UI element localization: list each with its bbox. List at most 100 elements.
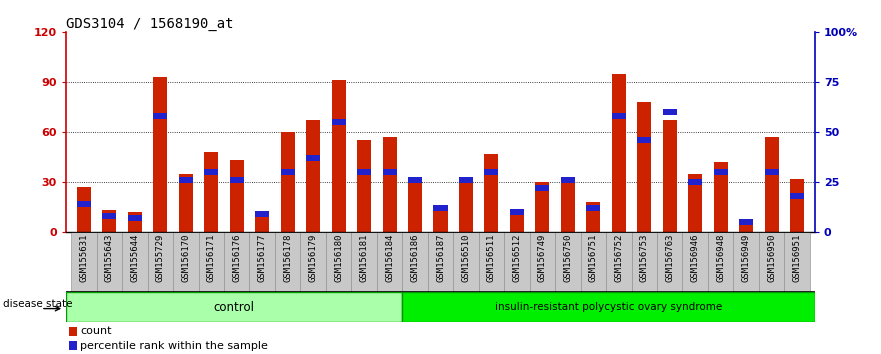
Bar bbox=[326, 232, 352, 292]
Bar bbox=[70, 341, 77, 350]
Bar bbox=[255, 212, 270, 232]
Text: GSM156753: GSM156753 bbox=[640, 234, 648, 282]
Bar bbox=[529, 232, 555, 292]
Bar bbox=[128, 212, 142, 232]
Text: GSM155644: GSM155644 bbox=[130, 234, 139, 282]
Bar bbox=[331, 119, 345, 125]
Text: GSM155643: GSM155643 bbox=[105, 234, 114, 282]
Bar bbox=[281, 169, 294, 175]
Bar bbox=[153, 113, 167, 119]
Text: GSM156176: GSM156176 bbox=[233, 234, 241, 282]
Bar bbox=[306, 120, 320, 232]
Text: GSM156181: GSM156181 bbox=[359, 234, 368, 282]
Bar bbox=[790, 193, 804, 199]
Bar bbox=[275, 232, 300, 292]
Bar bbox=[765, 169, 779, 175]
Bar bbox=[382, 169, 396, 175]
Bar bbox=[281, 132, 294, 232]
Bar bbox=[510, 210, 524, 232]
Text: GSM156948: GSM156948 bbox=[716, 234, 725, 282]
Bar bbox=[765, 137, 779, 232]
Bar bbox=[733, 232, 759, 292]
Bar bbox=[581, 232, 606, 292]
Text: GSM155631: GSM155631 bbox=[79, 234, 88, 282]
Text: percentile rank within the sample: percentile rank within the sample bbox=[80, 341, 268, 351]
Text: GSM156510: GSM156510 bbox=[462, 234, 470, 282]
Bar bbox=[331, 80, 345, 232]
Bar bbox=[128, 215, 142, 221]
Bar bbox=[153, 77, 167, 232]
Bar bbox=[179, 173, 193, 232]
Bar bbox=[714, 162, 728, 232]
Bar bbox=[77, 187, 91, 232]
Text: GSM155729: GSM155729 bbox=[156, 234, 165, 282]
Bar bbox=[555, 232, 581, 292]
Text: GSM156751: GSM156751 bbox=[589, 234, 598, 282]
Bar bbox=[70, 327, 77, 336]
Bar bbox=[173, 232, 198, 292]
Bar bbox=[637, 137, 651, 143]
Bar bbox=[255, 211, 270, 217]
Bar bbox=[485, 169, 499, 175]
Text: control: control bbox=[214, 301, 255, 314]
Bar bbox=[587, 202, 600, 232]
Bar bbox=[663, 120, 677, 232]
Text: GSM156763: GSM156763 bbox=[665, 234, 674, 282]
Text: GSM156171: GSM156171 bbox=[207, 234, 216, 282]
Bar bbox=[433, 207, 448, 232]
Text: GSM156951: GSM156951 bbox=[793, 234, 802, 282]
Bar bbox=[357, 140, 371, 232]
Bar bbox=[66, 292, 403, 322]
Bar bbox=[739, 218, 753, 232]
Bar bbox=[249, 232, 275, 292]
Bar bbox=[408, 177, 422, 183]
Bar bbox=[403, 292, 815, 322]
Text: insulin-resistant polycystic ovary syndrome: insulin-resistant polycystic ovary syndr… bbox=[495, 302, 722, 312]
Bar bbox=[77, 201, 91, 207]
Text: GSM156177: GSM156177 bbox=[258, 234, 267, 282]
Bar bbox=[688, 173, 702, 232]
Bar bbox=[510, 209, 524, 215]
Text: GSM156749: GSM156749 bbox=[538, 234, 547, 282]
Bar bbox=[230, 177, 244, 183]
Text: GSM156187: GSM156187 bbox=[436, 234, 445, 282]
Bar bbox=[97, 232, 122, 292]
Text: GSM156184: GSM156184 bbox=[385, 234, 394, 282]
Bar bbox=[198, 232, 224, 292]
Bar bbox=[377, 232, 403, 292]
Bar bbox=[224, 232, 249, 292]
Bar bbox=[637, 102, 651, 232]
Bar bbox=[179, 177, 193, 183]
Text: GSM156512: GSM156512 bbox=[513, 234, 522, 282]
Bar bbox=[230, 160, 244, 232]
Bar bbox=[459, 177, 473, 183]
Bar bbox=[428, 232, 453, 292]
Text: GSM156170: GSM156170 bbox=[181, 234, 190, 282]
Bar bbox=[536, 182, 550, 232]
Bar bbox=[71, 232, 97, 292]
Bar bbox=[478, 232, 504, 292]
Text: GSM156750: GSM156750 bbox=[563, 234, 573, 282]
Bar bbox=[300, 232, 326, 292]
Text: GSM156178: GSM156178 bbox=[283, 234, 292, 282]
Bar bbox=[714, 169, 728, 175]
Bar bbox=[657, 232, 683, 292]
Bar bbox=[611, 113, 626, 119]
Bar bbox=[708, 232, 733, 292]
Text: GSM156949: GSM156949 bbox=[742, 234, 751, 282]
Bar bbox=[683, 232, 708, 292]
Bar bbox=[688, 179, 702, 185]
Bar bbox=[382, 137, 396, 232]
Bar bbox=[453, 232, 478, 292]
Bar bbox=[357, 169, 371, 175]
Bar bbox=[306, 155, 320, 161]
Text: GSM156179: GSM156179 bbox=[308, 234, 318, 282]
Bar bbox=[587, 205, 600, 211]
Bar bbox=[536, 185, 550, 191]
Bar bbox=[784, 232, 810, 292]
Text: GSM156946: GSM156946 bbox=[691, 234, 700, 282]
Bar bbox=[403, 232, 428, 292]
Bar bbox=[790, 178, 804, 232]
Text: GDS3104 / 1568190_at: GDS3104 / 1568190_at bbox=[66, 17, 233, 31]
Bar bbox=[663, 109, 677, 115]
